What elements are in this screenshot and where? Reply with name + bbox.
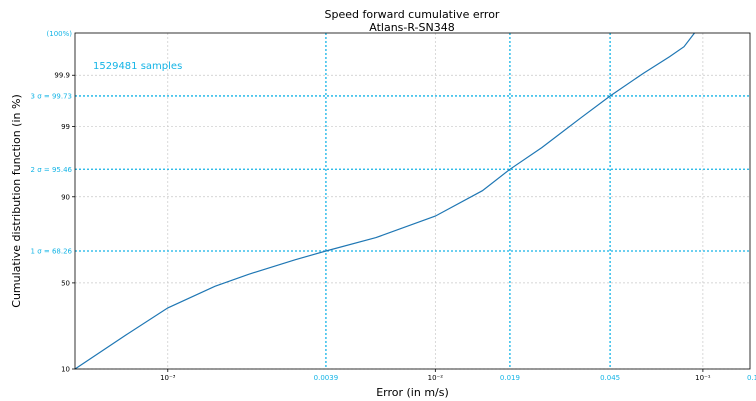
sigma-x-label: 0.0039 (314, 374, 339, 382)
chart-title: Speed forward cumulative error (325, 8, 500, 21)
right-x-label: 0.15 (747, 374, 756, 382)
grid (75, 33, 750, 370)
cdf-series-line (74, 32, 695, 370)
sigma-x-label: 0.019 (500, 374, 520, 382)
x-tick-label: 10⁻¹ (695, 374, 711, 382)
y-tick-label: 90 (61, 193, 70, 201)
sigma-y-label: 2 σ = 95.46 (31, 166, 73, 174)
sigma-y-label: 1 σ = 68.26 (31, 247, 73, 255)
plot-frame (74, 32, 751, 370)
x-tick-label: 10⁻³ (160, 374, 176, 382)
x-tick-label: 10⁻² (428, 374, 444, 382)
x-axis-label: Error (in m/s) (376, 386, 449, 399)
y-tick-label: 10 (61, 366, 70, 374)
y-axis-label: Cumulative distribution function (in %) (10, 94, 23, 307)
sigma-lines (75, 33, 750, 369)
chart-subtitle: Atlans-R-SN348 (369, 21, 455, 34)
y-tick-label: 99.9 (54, 72, 70, 80)
sigma-y-label: 3 σ = 99.73 (31, 92, 72, 100)
sigma-x-label: 0.045 (600, 374, 620, 382)
y-tick-label: 50 (61, 279, 70, 287)
top-percent-label: (100%) (47, 30, 73, 38)
axis-ticks: 10⁻³ 10⁻² 10⁻¹ 0.0039 1 σ = 68.26 0.019 2 σ = … (31, 72, 756, 382)
y-tick-label: 99 (61, 123, 70, 131)
samples-annotation: 1529481 samples (93, 61, 182, 72)
